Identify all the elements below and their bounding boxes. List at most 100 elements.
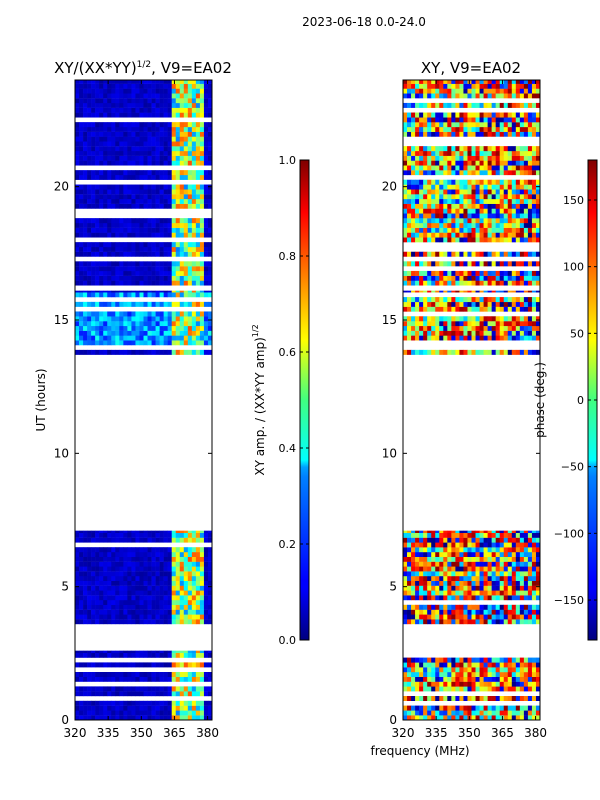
- heatmap-cell: [115, 83, 120, 89]
- heatmap-cell: [183, 595, 189, 601]
- heatmap-cell: [143, 710, 148, 716]
- heatmap-cell: [483, 325, 488, 331]
- heatmap-cell: [115, 330, 120, 336]
- heatmap-cell: [207, 330, 212, 336]
- heatmap-cell: [507, 198, 513, 204]
- heatmap-cell: [91, 83, 96, 89]
- heatmap-cell: [447, 532, 452, 538]
- heatmap-cell: [451, 301, 456, 307]
- heatmap-cell: [159, 325, 164, 331]
- heatmap-cell: [527, 261, 533, 267]
- heatmap-cell: [423, 532, 428, 538]
- heatmap-cell: [487, 662, 492, 668]
- heatmap-cell: [419, 537, 424, 543]
- heatmap-cell: [495, 112, 501, 118]
- heatmap-cell: [203, 112, 209, 118]
- heatmap-cell: [511, 571, 517, 577]
- heatmap-cell: [127, 150, 132, 156]
- heatmap-cell: [167, 609, 173, 615]
- heatmap-cell: [127, 93, 132, 99]
- heatmap-cell: [183, 650, 189, 653]
- heatmap-cell: [183, 609, 189, 615]
- heatmap-cell: [187, 590, 193, 596]
- heatmap-cell: [203, 710, 209, 716]
- heatmap-cell: [203, 170, 209, 176]
- heatmap-cell: [203, 619, 209, 625]
- heatmap-cell: [115, 170, 120, 176]
- heatmap-cell: [487, 232, 492, 238]
- heatmap-cell: [147, 585, 152, 591]
- heatmap-cell: [143, 246, 148, 252]
- heatmap-cell: [495, 590, 501, 596]
- heatmap-cell: [167, 251, 173, 257]
- heatmap-cell: [155, 232, 160, 238]
- heatmap-cell: [503, 297, 509, 303]
- heatmap-cell: [167, 80, 173, 84]
- heatmap-cell: [431, 686, 436, 692]
- heatmap-cell: [107, 270, 112, 276]
- heatmap-cell: [511, 349, 517, 355]
- heatmap-cell: [183, 290, 189, 293]
- heatmap-cell: [407, 585, 412, 591]
- heatmap-cell: [195, 122, 201, 128]
- heatmap-cell: [91, 580, 96, 586]
- heatmap-cell: [455, 614, 460, 620]
- heatmap-cell: [183, 88, 189, 94]
- heatmap-cell: [171, 537, 177, 543]
- heatmap-cell: [163, 80, 168, 84]
- heatmap-cell: [131, 198, 136, 204]
- heatmap-cell: [95, 80, 100, 84]
- heatmap-cell: [471, 112, 476, 118]
- heatmap-cell: [187, 160, 193, 166]
- heatmap-cell: [467, 705, 472, 711]
- heatmap-cell: [419, 102, 424, 108]
- heatmap-cell: [75, 590, 80, 596]
- heatmap-cell: [447, 301, 452, 307]
- heatmap-cell: [415, 280, 420, 286]
- heatmap-cell: [475, 184, 480, 190]
- heatmap-cell: [463, 532, 468, 538]
- heatmap-cell: [139, 261, 144, 267]
- heatmap-cell: [187, 710, 193, 716]
- heatmap-cell: [471, 552, 476, 557]
- heatmap-cell: [163, 292, 168, 298]
- heatmap-cell: [403, 160, 408, 166]
- heatmap-cell: [79, 246, 84, 252]
- heatmap-cell: [207, 98, 212, 104]
- heatmap-cell: [143, 275, 148, 281]
- heatmap-cell: [187, 232, 193, 238]
- heatmap-cell: [135, 88, 140, 94]
- heatmap-cell: [455, 556, 460, 562]
- heatmap-cell: [123, 576, 128, 581]
- heatmap-cell: [503, 325, 509, 331]
- heatmap-cell: [79, 585, 84, 591]
- heatmap-cell: [207, 266, 212, 272]
- heatmap-cell: [207, 261, 212, 267]
- heatmap-cell: [83, 530, 88, 533]
- heatmap-cell: [123, 686, 128, 692]
- heatmap-cell: [447, 251, 452, 257]
- heatmap-cell: [115, 566, 120, 572]
- heatmap-cell: [523, 542, 529, 548]
- heatmap-cell: [159, 189, 164, 195]
- heatmap-cell: [519, 681, 525, 687]
- heatmap-cell: [195, 174, 201, 180]
- heatmap-cell: [119, 222, 124, 228]
- heatmap-cell: [431, 705, 436, 711]
- heatmap-cell: [139, 189, 144, 195]
- heatmap-cell: [191, 160, 197, 166]
- heatmap-cell: [191, 705, 197, 711]
- heatmap-cell: [175, 676, 181, 682]
- heatmap-cell: [447, 330, 452, 336]
- heatmap-cell: [463, 542, 468, 548]
- heatmap-cell: [527, 662, 533, 668]
- heatmap-cell: [119, 88, 124, 94]
- heatmap-cell: [471, 297, 476, 303]
- heatmap-cell: [435, 170, 440, 176]
- heatmap-cell: [439, 213, 444, 219]
- heatmap-cell: [139, 316, 144, 322]
- heatmap-cell: [455, 213, 460, 219]
- heatmap-cell: [183, 340, 189, 346]
- heatmap-cell: [127, 595, 132, 601]
- heatmap-cell: [419, 301, 424, 307]
